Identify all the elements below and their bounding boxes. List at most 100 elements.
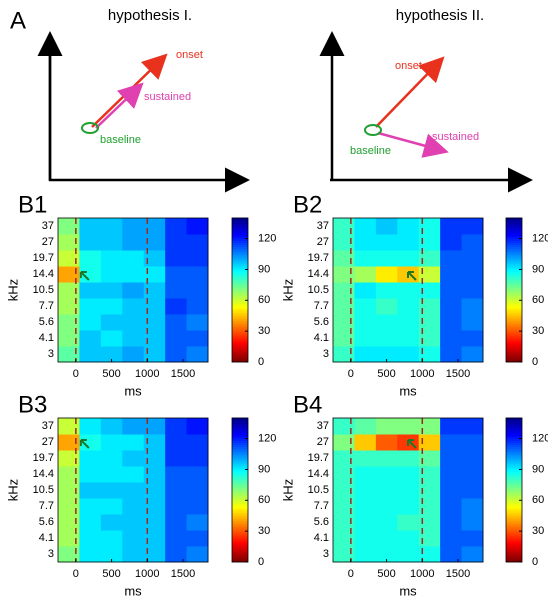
- cell: [165, 530, 188, 547]
- colorbar-step: [506, 326, 522, 330]
- colorbar-tick-label: 0: [258, 356, 264, 368]
- colorbar-step: [232, 516, 248, 520]
- colorbar-step: [232, 452, 248, 456]
- colorbar-step: [506, 230, 522, 233]
- cell: [186, 418, 209, 435]
- cell: [186, 546, 209, 563]
- colorbar-step: [232, 279, 248, 283]
- colorbar-step: [506, 357, 522, 361]
- colorbar-tick-label: 30: [258, 525, 270, 537]
- colorbar-step: [506, 462, 522, 466]
- plot-frame: [57, 417, 209, 563]
- cell: [79, 514, 102, 531]
- cell: [165, 346, 188, 363]
- y-tick-label: 10.5: [33, 284, 54, 296]
- cell: [375, 218, 398, 235]
- cell: [375, 346, 398, 363]
- cell: [397, 418, 420, 435]
- colorbar-step: [506, 314, 522, 318]
- colorbar-step: [232, 277, 248, 281]
- colorbar-step: [506, 456, 522, 460]
- colorbar-step: [506, 341, 522, 344]
- cell: [165, 250, 188, 267]
- cell: [58, 434, 80, 451]
- cell: [354, 546, 377, 563]
- colorbar-step: [232, 502, 248, 505]
- onset-arrow: [375, 56, 445, 128]
- colorbar-step: [506, 485, 522, 489]
- colorbar-step: [506, 359, 522, 363]
- colorbar-step: [232, 275, 248, 278]
- colorbar-step: [506, 491, 522, 495]
- cell: [58, 450, 80, 467]
- cell: [354, 298, 377, 315]
- colorbar-step: [506, 547, 522, 550]
- cell: [165, 514, 188, 531]
- colorbar-step: [232, 246, 248, 250]
- colorbar-step: [506, 452, 522, 456]
- y-tick-label: 19.7: [308, 252, 329, 264]
- plot-frame: [332, 417, 484, 563]
- cell: [397, 450, 420, 467]
- y-tick-label: 19.7: [308, 452, 329, 464]
- y-tick-label: 27: [42, 436, 54, 448]
- y-axis-label: kHz: [5, 279, 20, 301]
- heatmap-panel: B4 3 4.1 5.6 7.7 10.5 14.4 19.7 27 37 0 500 1000 1500…: [280, 391, 548, 598]
- cell: [375, 250, 398, 267]
- cell: [333, 250, 355, 267]
- colorbar-step: [232, 528, 248, 532]
- colorbar-step: [506, 324, 522, 328]
- cell: [79, 418, 102, 435]
- cell: [186, 482, 209, 499]
- colorbar-step: [232, 221, 248, 225]
- x-tick-label: 0: [73, 568, 79, 580]
- colorbar-step: [232, 283, 248, 287]
- colorbar-step: [506, 269, 522, 272]
- colorbar-tick-label: 30: [532, 525, 544, 537]
- colorbar-step: [232, 232, 248, 235]
- cell: [397, 218, 420, 235]
- cell: [461, 218, 484, 235]
- colorbar-step: [232, 454, 248, 458]
- cell: [79, 434, 102, 451]
- cell: [397, 314, 420, 331]
- cell: [143, 234, 166, 251]
- cell: [440, 450, 463, 467]
- colorbar-step: [506, 265, 522, 268]
- colorbar-step: [232, 543, 248, 546]
- colorbar-step: [506, 557, 522, 561]
- colorbar-step: [506, 302, 522, 305]
- title: hypothesis I.: [108, 7, 192, 24]
- colorbar-step: [506, 256, 522, 260]
- cell: [375, 434, 398, 451]
- colorbar-step: [506, 458, 522, 462]
- colorbar-step: [506, 477, 522, 481]
- cell: [143, 330, 166, 347]
- cell: [122, 266, 145, 283]
- cell: [79, 218, 102, 235]
- cell: [143, 514, 166, 531]
- colorbar-tick-label: 90: [258, 463, 270, 475]
- cell: [58, 234, 80, 251]
- cell: [165, 418, 188, 435]
- colorbar-step: [506, 339, 522, 342]
- colorbar-step: [506, 271, 522, 274]
- colorbar-step: [232, 483, 248, 487]
- cell: [100, 514, 123, 531]
- y-tick-label: 37: [42, 220, 54, 232]
- cell: [354, 450, 377, 467]
- cell: [397, 530, 420, 547]
- colorbar-step: [506, 539, 522, 542]
- cell: [100, 434, 123, 451]
- cell: [418, 466, 441, 483]
- colorbar-step: [232, 312, 248, 315]
- colorbar-step: [232, 553, 248, 557]
- colorbar-step: [232, 260, 248, 264]
- cell: [186, 218, 209, 235]
- colorbar-step: [232, 285, 248, 289]
- colorbar-step: [232, 339, 248, 342]
- y-tick-label: 5.6: [39, 316, 54, 328]
- colorbar-step: [506, 534, 522, 538]
- peak-marker: [79, 439, 90, 449]
- cell: [397, 482, 420, 499]
